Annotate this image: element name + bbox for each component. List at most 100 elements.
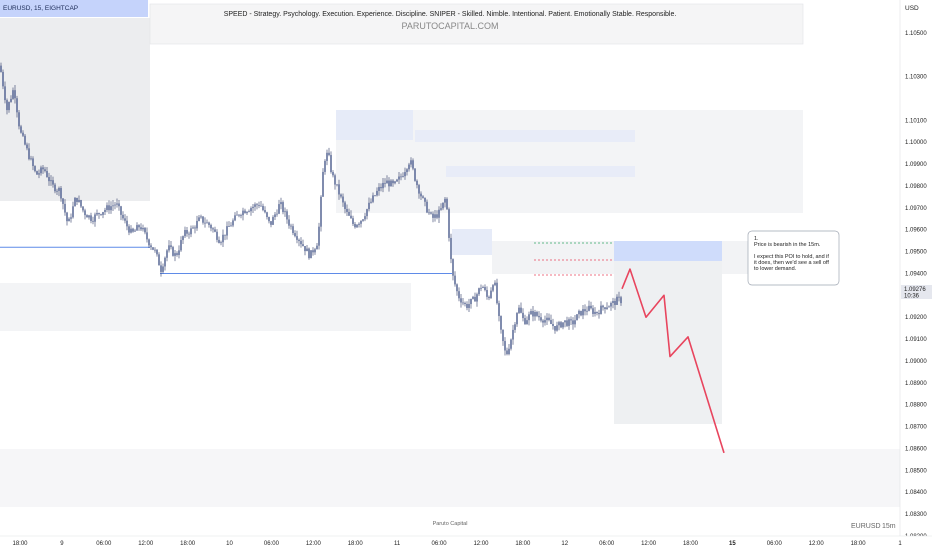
candle-body (354, 223, 356, 228)
x-tick-label: 18:00 (515, 541, 531, 547)
price-axis[interactable]: USD (899, 0, 932, 550)
x-tick-label: 11 (394, 541, 401, 547)
candle-body (424, 197, 426, 202)
candle-body (86, 215, 88, 218)
x-tick-label: 10 (226, 541, 233, 547)
candle-body (108, 205, 110, 211)
candle-body (178, 250, 180, 255)
candle-body (572, 320, 574, 325)
candle-body (588, 305, 590, 311)
candle-body (184, 230, 186, 237)
time-axis-bg (0, 536, 932, 550)
x-tick-label: 1 (898, 541, 902, 547)
candle-body (506, 350, 508, 355)
candle-body (478, 288, 480, 295)
candle-body (272, 217, 274, 225)
candle-body (416, 180, 418, 186)
y-tick-label: 1.10100 (905, 118, 927, 124)
candle-body (84, 210, 86, 216)
candle-body (568, 319, 570, 326)
candle-body (118, 203, 120, 207)
candle-body (300, 241, 302, 245)
candle-body (578, 310, 580, 315)
candle-body (486, 290, 488, 297)
y-tick-label: 1.10000 (905, 140, 927, 146)
candle-body (426, 201, 428, 213)
demand-zone-mid (0, 283, 411, 331)
candle-body (584, 309, 586, 312)
y-tick-label: 1.10500 (905, 31, 927, 37)
candle-body (528, 314, 530, 321)
candle-body (260, 205, 262, 207)
candle-body (538, 315, 540, 318)
candle-body (170, 245, 172, 248)
y-tick-label: 1.08300 (905, 512, 927, 518)
candle-body (376, 190, 378, 196)
candle-body (410, 160, 412, 165)
candle-body (482, 287, 484, 288)
candle-body (172, 247, 174, 256)
symbol-label[interactable]: EURUSD, 15, EIGHTCAP (3, 5, 78, 12)
candle-body (240, 215, 242, 216)
candle-body (608, 306, 610, 308)
candle-body (6, 100, 8, 111)
candle-body (364, 216, 366, 220)
candle-body (450, 237, 452, 260)
candle-body (128, 226, 130, 233)
candle-body (174, 253, 176, 256)
candle-body (358, 223, 360, 225)
candle-body (436, 214, 438, 218)
footer-timeframe: 15m (882, 523, 896, 530)
candle-body (166, 250, 168, 258)
candle-body (152, 247, 154, 250)
x-tick-label: 06:00 (767, 541, 783, 547)
candle-body (516, 312, 518, 325)
candle-body (510, 339, 512, 349)
x-tick-label: 12:00 (306, 541, 322, 547)
candle-body (68, 218, 70, 222)
candle-body (80, 200, 82, 207)
candle-body (250, 208, 252, 212)
note-box[interactable] (747, 230, 840, 286)
candle-body (76, 197, 78, 203)
candle-body (328, 152, 330, 156)
time-axis[interactable] (0, 535, 932, 550)
candle-body (456, 284, 458, 292)
candle-body (314, 249, 316, 253)
x-tick-label: 12:00 (641, 541, 657, 547)
fvg-zone (452, 229, 492, 255)
candle-body (42, 167, 44, 170)
candle-body (242, 210, 244, 216)
candle-body (514, 324, 516, 330)
candle-body (40, 167, 42, 174)
candle-body (604, 307, 606, 310)
candle-body (618, 296, 620, 298)
candle-body (326, 152, 328, 161)
candle-body (62, 198, 64, 204)
supply-zone-top (336, 110, 803, 213)
current-price: 1.09276 (904, 287, 926, 293)
candle-body (288, 219, 290, 226)
candle-body (160, 265, 162, 272)
candle-body (146, 232, 148, 240)
candle-body (420, 193, 422, 197)
candle-body (18, 112, 20, 127)
candle-body (196, 220, 198, 229)
order-block-3 (446, 166, 635, 177)
candle-body (406, 169, 408, 173)
candle-body (442, 202, 444, 209)
currency-label: USD (905, 5, 919, 12)
y-tick-label: 1.09800 (905, 184, 927, 190)
zones-layer (0, 18, 900, 507)
footer-symbol: EURUSD (851, 523, 881, 530)
candle-body (462, 302, 464, 304)
candle-body (122, 214, 124, 219)
candle-body (432, 213, 434, 218)
candle-body (496, 282, 498, 304)
candle-body (370, 201, 372, 203)
candle-body (558, 322, 560, 326)
candle-body (374, 195, 376, 197)
candle-body (278, 204, 280, 214)
candle-body (362, 219, 364, 221)
